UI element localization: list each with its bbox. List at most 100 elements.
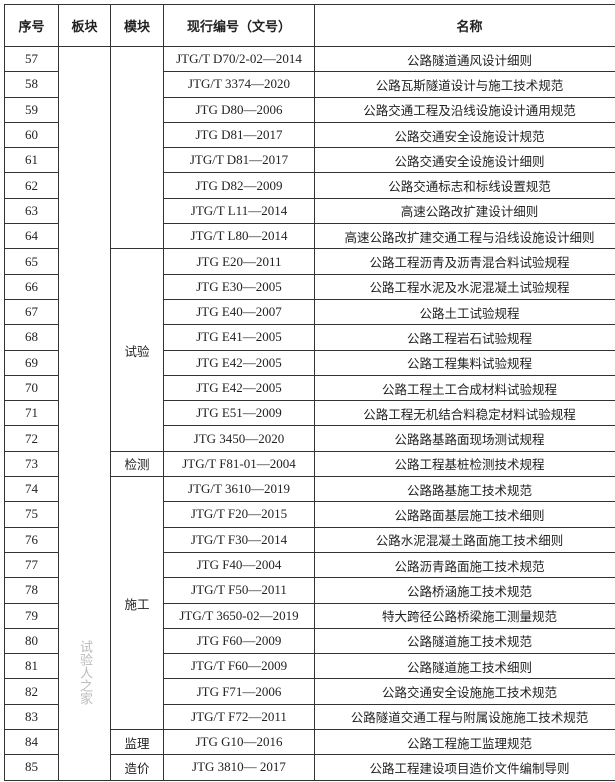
row-number: 71 xyxy=(4,400,59,427)
standard-name: 特大跨径公路桥梁施工测量规范 xyxy=(314,602,615,629)
standard-name: 公路沥青路面施工技术规范 xyxy=(314,551,615,579)
standard-name: 公路隧道通风设计细则 xyxy=(314,45,615,73)
block-cell xyxy=(58,46,111,781)
standard-name: 公路工程施工监理规范 xyxy=(314,729,615,756)
standard-name: 公路交通安全设施设计规范 xyxy=(314,121,615,149)
standard-code: JTG/T F81-01—2004 xyxy=(163,450,315,478)
standard-code: JTG/T L11—2014 xyxy=(163,197,315,225)
module-cell: 施工 xyxy=(110,476,164,731)
standard-name: 公路隧道施工技术规范 xyxy=(314,627,615,655)
table-row: 84 监理 JTG G10—2016 公路工程施工监理规范 xyxy=(4,729,615,756)
standard-code: JTG/T L80—2014 xyxy=(163,223,315,250)
row-number: 70 xyxy=(4,374,59,402)
standard-name: 公路工程水泥及水泥混凝土试验规程 xyxy=(314,273,615,300)
standard-code: JTG E41—2005 xyxy=(163,324,315,351)
standard-code: JTG/T 3610—2019 xyxy=(163,476,315,503)
standard-name: 公路工程岩石试验规程 xyxy=(314,324,615,351)
table-row: 66 JTG E30—2005 公路工程水泥及水泥混凝土试验规程 xyxy=(4,273,615,300)
table-row: 61 JTG/T D81—2017 公路交通安全设施设计细则 xyxy=(4,147,615,174)
table-row: 76 JTG/T F30—2014 公路水泥混凝土路面施工技术细则 xyxy=(4,526,615,553)
standard-name: 公路隧道施工技术细则 xyxy=(314,653,615,680)
header-name: 名称 xyxy=(314,4,615,47)
module-cell: 试验 xyxy=(110,248,164,452)
row-number: 83 xyxy=(4,703,59,731)
row-number: 80 xyxy=(4,627,59,655)
table-row: 64 JTG/T L80—2014 高速公路改扩建交通工程与沿线设施设计细则 xyxy=(4,223,615,250)
module-cell: 造价 xyxy=(110,754,164,781)
row-number: 69 xyxy=(4,349,59,376)
table-row: 60 JTG D81—2017 公路交通安全设施设计规范 xyxy=(4,121,615,149)
standard-code: JTG/T D70/2-02—2014 xyxy=(163,45,315,73)
standard-code: JTG E20—2011 xyxy=(163,248,315,275)
row-number: 66 xyxy=(4,273,59,300)
row-number: 84 xyxy=(4,729,59,756)
standard-name: 公路瓦斯隧道设计与施工技术规范 xyxy=(314,71,615,98)
watermark-logo: 试验人之家 xyxy=(77,640,92,705)
standard-name: 公路交通安全设施设计细则 xyxy=(314,147,615,174)
row-number: 85 xyxy=(4,754,59,781)
row-number: 81 xyxy=(4,653,59,680)
standard-name: 公路工程土工合成材料试验规程 xyxy=(314,374,615,402)
standard-code: JTG F60—2009 xyxy=(163,627,315,655)
row-number: 76 xyxy=(4,526,59,553)
table-row: 78 JTG/T F50—2011 公路桥涵施工技术规范 xyxy=(4,577,615,604)
standard-name: 公路工程沥青及沥青混合料试验规程 xyxy=(314,248,615,275)
table-row: 71 JTG E51—2009 公路工程无机结合料稳定材料试验规程 xyxy=(4,400,615,427)
row-number: 57 xyxy=(4,45,59,73)
standard-code: JTG E42—2005 xyxy=(163,349,315,376)
standard-code: JTG/T 3650-02—2019 xyxy=(163,602,315,629)
row-number: 59 xyxy=(4,96,59,123)
standard-name: 公路路基施工技术规范 xyxy=(314,476,615,503)
row-number: 63 xyxy=(4,197,59,225)
table-row: 83 JTG/T F72—2011 公路隧道交通工程与附属设施施工技术规范 xyxy=(4,703,615,731)
row-number: 79 xyxy=(4,602,59,629)
table-row: 79 JTG/T 3650-02—2019 特大跨径公路桥梁施工测量规范 xyxy=(4,602,615,629)
row-number: 58 xyxy=(4,71,59,98)
standard-code: JTG/T F72—2011 xyxy=(163,703,315,731)
standard-name: 公路隧道交通工程与附属设施施工技术规范 xyxy=(314,703,615,731)
standard-code: JTG E40—2007 xyxy=(163,298,315,326)
standard-name: 公路工程建设项目造价文件编制导则 xyxy=(314,754,615,781)
standards-table: 序号 板块 模块 现行编号（文号） 名称 57 JTG/T D70/2-02—20… xyxy=(4,4,615,781)
header-row: 序号 板块 模块 现行编号（文号） 名称 xyxy=(4,4,615,47)
table-row: 85 造价 JTG 3810— 2017 公路工程建设项目造价文件编制导则 xyxy=(4,754,615,781)
standard-code: JTG D81—2017 xyxy=(163,121,315,149)
header-block: 板块 xyxy=(58,4,111,47)
row-number: 73 xyxy=(4,450,59,478)
standard-name: 公路路基路面现场测试规程 xyxy=(314,425,615,452)
table-row: 72 JTG 3450—2020 公路路基路面现场测试规程 xyxy=(4,425,615,452)
row-number: 82 xyxy=(4,678,59,705)
standard-name: 公路工程基桩检测技术规程 xyxy=(314,450,615,478)
row-number: 68 xyxy=(4,324,59,351)
standard-code: JTG/T F30—2014 xyxy=(163,526,315,553)
standard-code: JTG E51—2009 xyxy=(163,400,315,427)
table-row: 70 JTG E42—2005 公路工程土工合成材料试验规程 xyxy=(4,374,615,402)
standard-code: JTG D82—2009 xyxy=(163,172,315,199)
standard-name: 公路水泥混凝土路面施工技术细则 xyxy=(314,526,615,553)
row-number: 78 xyxy=(4,577,59,604)
standard-code: JTG D80—2006 xyxy=(163,96,315,123)
row-number: 65 xyxy=(4,248,59,275)
standard-name: 公路土工试验规程 xyxy=(314,298,615,326)
table-row: 62 JTG D82—2009 公路交通标志和标线设置规范 xyxy=(4,172,615,199)
table-row: 74 施工 JTG/T 3610—2019 公路路基施工技术规范 xyxy=(4,476,615,731)
standard-code: JTG E30—2005 xyxy=(163,273,315,300)
standard-name: 公路路面基层施工技术细则 xyxy=(314,501,615,528)
standard-name: 公路交通标志和标线设置规范 xyxy=(314,172,615,199)
standard-code: JTG E42—2005 xyxy=(163,374,315,402)
standard-name: 公路交通工程及沿线设施设计通用规范 xyxy=(314,96,615,123)
row-number: 67 xyxy=(4,298,59,326)
row-number: 72 xyxy=(4,425,59,452)
standard-code: JTG 3810— 2017 xyxy=(163,754,315,781)
header-no: 序号 xyxy=(4,4,59,47)
row-number: 75 xyxy=(4,501,59,528)
table-row: 77 JTG F40—2004 公路沥青路面施工技术规范 xyxy=(4,551,615,579)
standard-code: JTG 3450—2020 xyxy=(163,425,315,452)
standard-code: JTG/T F60—2009 xyxy=(163,653,315,680)
header-module: 模块 xyxy=(110,4,164,47)
standard-code: JTG/T F50—2011 xyxy=(163,577,315,604)
row-number: 77 xyxy=(4,551,59,579)
row-number: 74 xyxy=(4,476,59,503)
table-row: 73 检测 JTG/T F81-01—2004 公路工程基桩检测技术规程 xyxy=(4,450,615,478)
standard-code: JTG G10—2016 xyxy=(163,729,315,756)
